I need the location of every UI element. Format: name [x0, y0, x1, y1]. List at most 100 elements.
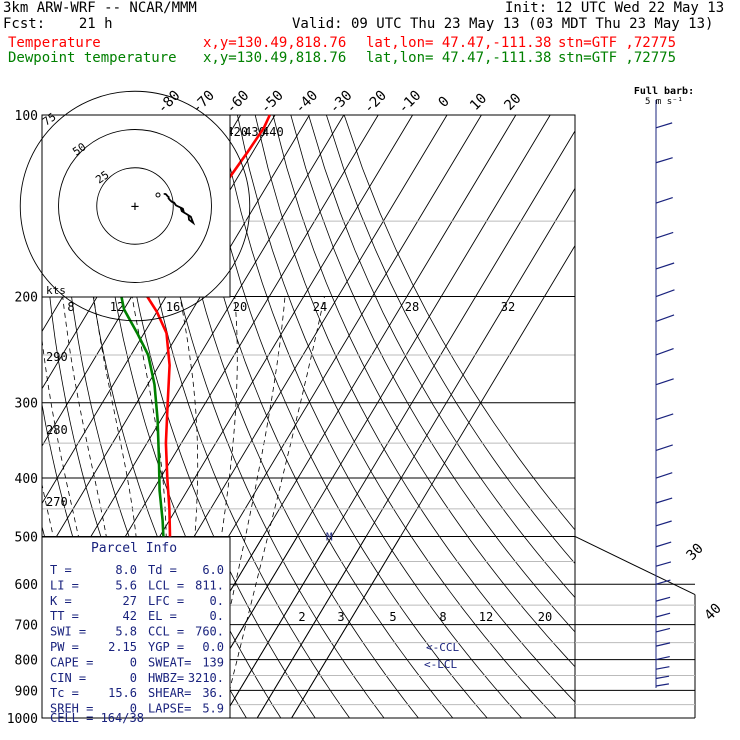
- isotherm-label: 40: [702, 601, 725, 624]
- barb-legend-title: Full barb:: [634, 86, 694, 97]
- hodograph-units-label: kts: [46, 284, 66, 297]
- parcel-row-value: 0.: [210, 609, 224, 623]
- parcel-row-label: CIN =: [50, 671, 86, 685]
- hodograph-ring-label: 75: [40, 110, 58, 128]
- parcel-row-value: 0.0: [202, 640, 224, 654]
- isotherm-label: 10: [467, 91, 490, 114]
- pressure-tick-label: 1000: [7, 712, 38, 727]
- wind-barb: [655, 642, 671, 647]
- wind-barb: [655, 197, 673, 204]
- pressure-tick-label: 700: [15, 619, 38, 634]
- wind-barb: [655, 231, 674, 239]
- temperature-station: stn=GTF ,72775: [558, 35, 677, 51]
- parcel-row-label: TT =: [50, 609, 79, 623]
- pressure-tick-label: 500: [15, 530, 38, 545]
- wind-barb: [655, 579, 671, 585]
- wind-barb: [655, 378, 674, 386]
- parcel-row-label: SREH =: [50, 702, 93, 716]
- init-time: Init: 12 UTC Wed 22 May 13: [505, 0, 725, 16]
- mixing-ratio-label: 3: [337, 610, 344, 624]
- parcel-row-value: 36.: [202, 686, 224, 700]
- parcel-row-value: 811.: [195, 578, 224, 592]
- parcel-row-value: 5.6: [115, 578, 137, 592]
- theta-label: 440: [262, 125, 284, 139]
- temperature-latlon: lat,lon= 47.47,-111.38: [366, 35, 552, 51]
- isotherm-label: -30: [326, 88, 355, 117]
- theta-label: 290: [46, 350, 68, 364]
- parcel-row-label: LFC =: [148, 594, 184, 608]
- parcel-row-label: YGP =: [148, 640, 184, 654]
- dry-adiabat-line: [272, 115, 575, 668]
- mixing-ratio-label: 8: [67, 300, 74, 314]
- hodograph-ring: [19, 90, 251, 322]
- pressure-tick-label: 800: [15, 654, 38, 669]
- pressure-tick-label: 300: [15, 397, 38, 412]
- parcel-cell: CELL = 164/38: [50, 711, 144, 725]
- temperature-xy: x,y=130.49,818.76: [203, 35, 347, 51]
- mixing-ratio-label: 32: [501, 300, 515, 314]
- mixing-ratio-label: 16: [166, 300, 180, 314]
- dewpoint-xy: x,y=130.49,818.76: [203, 50, 347, 66]
- isotherm-line: [256, 537, 367, 718]
- m-marker: M: [326, 530, 333, 543]
- isotherm-label: -10: [395, 88, 424, 117]
- mixing-ratio-label: 8: [439, 610, 446, 624]
- pressure-tick-label: 200: [15, 291, 38, 306]
- parcel-row-label: T =: [50, 563, 72, 577]
- isotherm-line: [230, 537, 298, 650]
- parcel-row-value: 0.: [210, 594, 224, 608]
- wind-barb: [655, 413, 674, 421]
- isotherm-label: 20: [501, 91, 524, 114]
- forecast-hour: Fcst: 21 h: [3, 16, 113, 32]
- barb-legend-units: 5 m s⁻¹: [645, 97, 683, 107]
- parcel-row-value: 5.9: [202, 702, 224, 716]
- parcel-row-value: 0: [130, 702, 137, 716]
- moist-adiabat-line: [222, 296, 325, 718]
- parcel-row-label: SWI =: [50, 625, 86, 639]
- wind-barb: [655, 157, 673, 164]
- hodograph-ring: [58, 129, 212, 283]
- theta-label: 430: [244, 125, 266, 139]
- dewpoint-legend: Dewpoint temperature: [8, 50, 177, 66]
- theta-label: 270: [46, 495, 68, 509]
- wind-barb: [655, 122, 673, 129]
- plot-frame: [41, 114, 576, 719]
- lcl-label: <-LCL: [424, 658, 457, 671]
- wind-barb: [655, 612, 671, 618]
- pressure-tick-label: 100: [15, 109, 38, 124]
- parcel-row-value: 5.8: [115, 625, 137, 639]
- dry-adiabat-line: [219, 115, 522, 718]
- parcel-row-label: K =: [50, 594, 72, 608]
- parcel-info-title: Parcel Info: [91, 541, 177, 556]
- dewpoint-latlon: lat,lon= 47.47,-111.38: [366, 50, 552, 66]
- parcel-row-label: CCL =: [148, 625, 184, 639]
- pressure-tick-label: 600: [15, 578, 38, 593]
- temperature-legend: Temperature: [8, 35, 101, 51]
- parcel-row-value: 760.: [195, 625, 224, 639]
- wind-barb: [655, 348, 674, 356]
- wind-barb: [655, 289, 675, 298]
- parcel-row-value: 0: [130, 671, 137, 685]
- mixing-ratio-label: 20: [538, 610, 552, 624]
- wind-barb: [655, 675, 670, 680]
- dry-adiabat-line: [201, 115, 488, 718]
- lower-panel-grid: [230, 537, 401, 718]
- parcel-info-box: Parcel Info T = 8.0 Td = 6.0 LI = 5.6 LCL = 811.…: [41, 536, 231, 725]
- hodograph-frame: [41, 114, 231, 298]
- wind-barb: [655, 497, 673, 504]
- isotherm-label: 0: [436, 94, 453, 111]
- parcel-row-label: PW =: [50, 640, 79, 654]
- isotherm-label: -50: [258, 88, 287, 117]
- mixing-ratio-label: 2: [298, 610, 305, 624]
- wind-barb: [655, 262, 675, 270]
- isotherm-label: -80: [154, 88, 183, 117]
- mixing-ratio-label: 28: [405, 300, 419, 314]
- parcel-row-value: 15.6: [108, 686, 137, 700]
- parcel-row-label: SWEAT=: [148, 655, 191, 669]
- isotherm-line: [230, 537, 332, 707]
- parcel-row-value: 6.0: [202, 563, 224, 577]
- parcel-row-label: Td =: [148, 563, 177, 577]
- isotherm-label: -70: [189, 88, 218, 117]
- parcel-row-label: Tc =: [50, 686, 79, 700]
- valid-time: Valid: 09 UTC Thu 23 May 13 (03 MDT Thu …: [292, 16, 714, 32]
